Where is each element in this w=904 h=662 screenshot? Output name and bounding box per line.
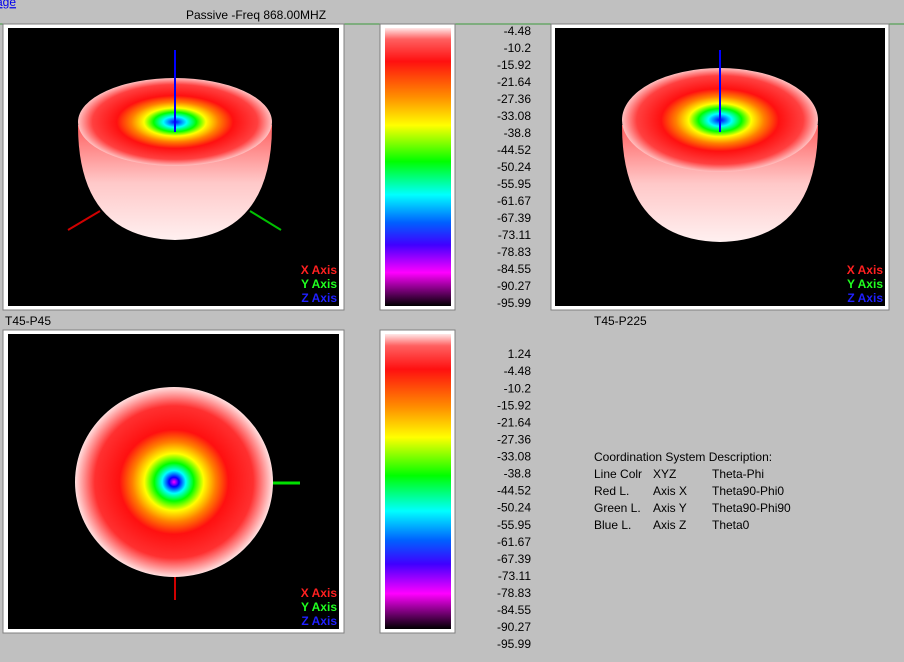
colorbar: [385, 334, 451, 629]
scale-label: -15.92: [497, 58, 531, 72]
scale-label: -61.67: [497, 194, 531, 208]
scale-label: -10.2: [504, 41, 532, 55]
description-cell: XYZ: [653, 467, 676, 481]
description-cell: Theta-Phi: [712, 467, 764, 481]
scale-label: -50.24: [497, 160, 531, 174]
scale-label: -84.55: [497, 262, 531, 276]
scale-label: -95.99: [497, 637, 531, 651]
scale-label: -15.92: [497, 398, 531, 412]
scale-label: -21.64: [497, 75, 531, 89]
scale-label: -90.27: [497, 279, 531, 293]
link[interactable]: age: [0, 0, 16, 9]
scale-label: -44.52: [497, 143, 531, 157]
axis-legend: Y Axis: [301, 277, 337, 291]
description-cell: Axis X: [653, 484, 687, 498]
x-axis-line: [67, 210, 101, 231]
scale-label: -84.55: [497, 603, 531, 617]
scale-label: -73.11: [498, 228, 531, 242]
description-cell: Theta90-Phi90: [712, 501, 791, 515]
scale-label: -73.11: [498, 569, 531, 583]
description-cell: Theta90-Phi0: [712, 484, 784, 498]
axis-legend: Z Axis: [301, 291, 337, 305]
colorbar: [385, 28, 451, 306]
scale-label: -4.48: [504, 24, 532, 38]
axis-legend: Y Axis: [847, 277, 883, 291]
view-label: T45-P45: [5, 314, 51, 328]
scale-label: -38.8: [504, 126, 532, 140]
scale-label: -38.8: [504, 467, 532, 481]
description-cell: Line Colr: [594, 467, 642, 481]
pattern-top: [75, 387, 273, 577]
scale-label: -67.39: [497, 211, 531, 225]
description-cell: Red L.: [594, 484, 629, 498]
scale-label: -90.27: [497, 620, 531, 634]
scale-label: -4.48: [504, 364, 532, 378]
view-label: T45-P225: [594, 314, 647, 328]
scale-label: -78.83: [497, 586, 531, 600]
description-cell: Blue L.: [594, 518, 631, 532]
description-cell: Axis Y: [653, 501, 687, 515]
axis-legend: Z Axis: [847, 291, 883, 305]
scale-label: -55.95: [497, 518, 531, 532]
scale-label: -61.67: [497, 535, 531, 549]
scale-label: -27.36: [497, 92, 531, 106]
axis-legend: Z Axis: [301, 614, 337, 628]
axis-legend: X Axis: [301, 263, 338, 277]
scale-label: -33.08: [497, 450, 531, 464]
scale-label: -27.36: [497, 432, 531, 446]
y-axis-line: [249, 210, 282, 231]
scale-label: -50.24: [497, 501, 531, 515]
description-cell: Green L.: [594, 501, 641, 515]
scale-label: -33.08: [497, 109, 531, 123]
axis-legend: X Axis: [301, 586, 338, 600]
scale-label: -95.99: [497, 296, 531, 310]
title: Passive -Freq 868.00MHZ: [186, 8, 326, 22]
scale-label: -44.52: [497, 484, 531, 498]
scale-label: 1.24: [508, 347, 532, 361]
axis-legend: X Axis: [847, 263, 884, 277]
description-cell: Axis Z: [653, 518, 686, 532]
description-cell: Theta0: [712, 518, 750, 532]
description-title: Coordination System Description:: [594, 450, 772, 464]
scale-label: -21.64: [497, 415, 531, 429]
axis-legend: Y Axis: [301, 600, 337, 614]
scale-label: -78.83: [497, 245, 531, 259]
scale-label: -10.2: [504, 381, 532, 395]
scale-label: -55.95: [497, 177, 531, 191]
scale-label: -67.39: [497, 552, 531, 566]
